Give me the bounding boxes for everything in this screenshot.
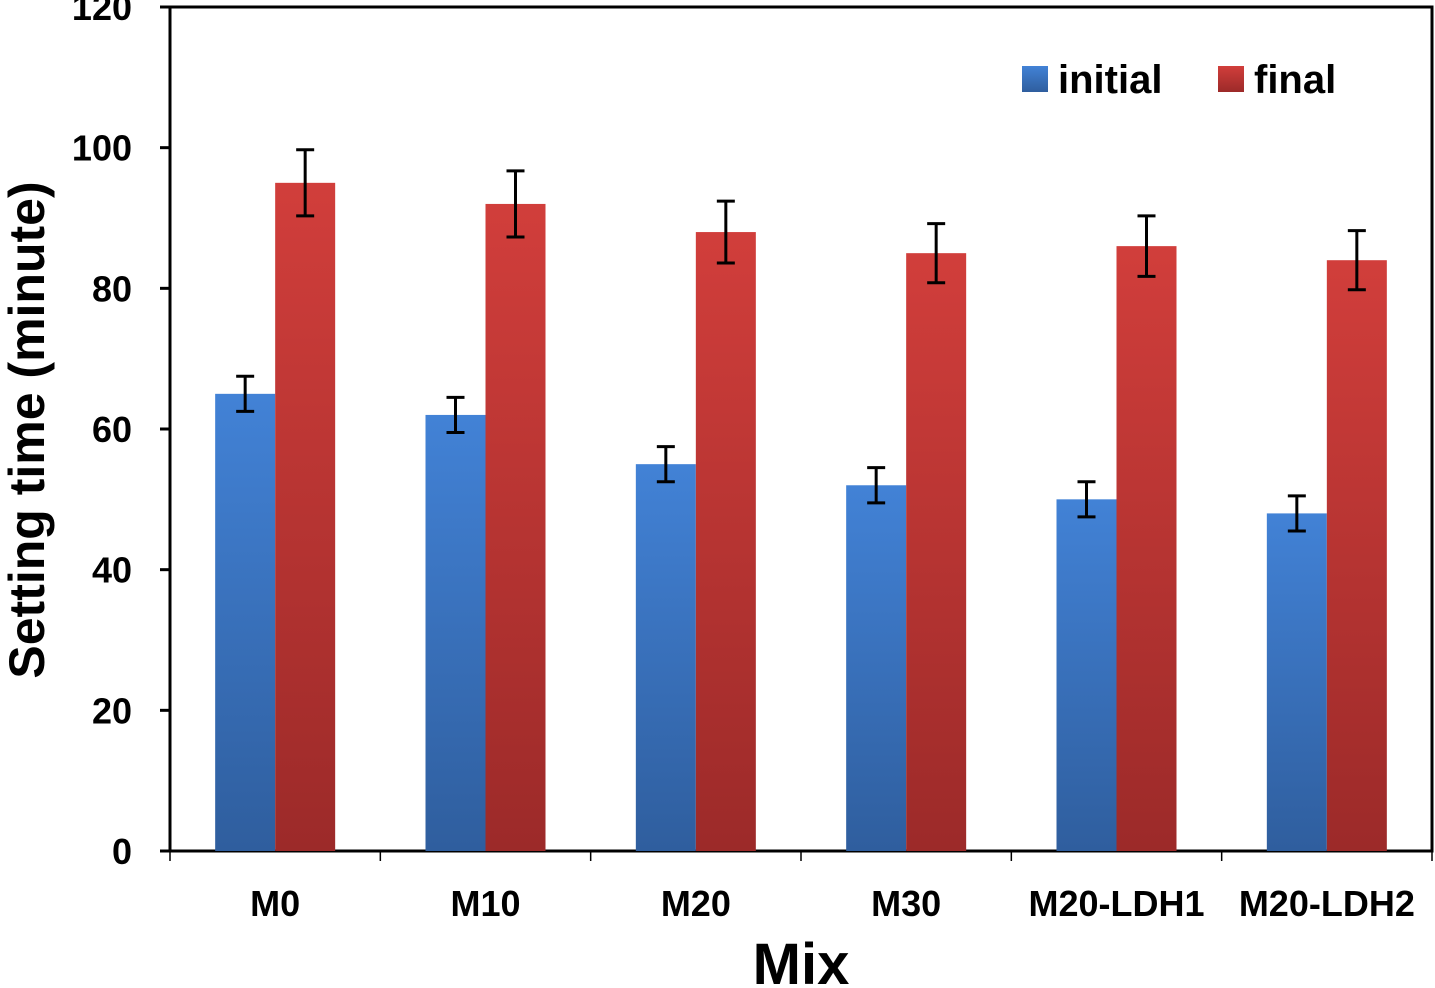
- bar-initial-m0: [215, 393, 276, 851]
- error-bar-final-m0: [296, 148, 315, 218]
- error-bar-final-m10: [506, 169, 525, 239]
- legend-item-initial: initial: [1022, 58, 1162, 102]
- legend-swatch-final: [1218, 66, 1244, 92]
- error-bars-layer: [236, 148, 1366, 533]
- bar-final-m0: [275, 182, 336, 852]
- error-bar-final-m20-ldh1: [1137, 214, 1156, 278]
- error-bar-initial-m20-ldh1: [1077, 480, 1096, 519]
- error-bar-initial-m20: [656, 445, 675, 484]
- bar-initial-m20: [635, 464, 696, 851]
- x-axis-title: Mix: [753, 932, 850, 988]
- y-tick-label-20: 20: [92, 690, 132, 731]
- error-bar-initial-m30: [867, 466, 886, 505]
- error-bar-initial-m20-ldh2: [1287, 494, 1306, 533]
- error-bar-initial-m10: [446, 395, 465, 435]
- bar-initial-m30: [846, 485, 907, 851]
- bars-layer: [215, 182, 1387, 852]
- bar-final-m20: [695, 232, 756, 852]
- x-tick-label-m20-ldh1: M20-LDH1: [1028, 883, 1204, 924]
- x-tick-label-m0: M0: [250, 883, 300, 924]
- y-axis-title: Setting time (minute): [0, 181, 55, 678]
- y-tick-label-40: 40: [92, 550, 132, 591]
- y-tick-label-80: 80: [92, 268, 132, 309]
- y-tick-label-100: 100: [72, 128, 132, 169]
- legend-label-final: final: [1254, 58, 1336, 102]
- legend-item-final: final: [1218, 58, 1336, 102]
- x-axis: M0 M10 M20 M30 M20-LDH1 M20-LDH2: [169, 851, 1433, 924]
- bar-initial-m20-ldh2: [1266, 513, 1327, 851]
- error-bar-final-m20: [716, 199, 735, 265]
- bar-final-m10: [485, 203, 546, 851]
- x-tick-label-m30: M30: [871, 883, 941, 924]
- bar-final-m20-ldh2: [1326, 260, 1387, 851]
- bar-initial-m10: [425, 414, 486, 851]
- error-bar-final-m20-ldh2: [1347, 229, 1366, 292]
- y-axis: 0 20 40 60 80 100 120: [72, 0, 170, 872]
- error-bar-initial-m0: [236, 374, 255, 413]
- plot-area: [168, 5, 1434, 853]
- bar-final-m20-ldh1: [1116, 246, 1177, 852]
- y-tick-label-0: 0: [112, 831, 132, 872]
- x-tick-label-m20: M20: [661, 883, 731, 924]
- x-tick-label-m10: M10: [450, 883, 520, 924]
- y-tick-label-60: 60: [92, 409, 132, 450]
- bar-initial-m20-ldh1: [1056, 499, 1117, 851]
- bar-final-m30: [906, 253, 967, 851]
- legend: initial final: [1022, 58, 1336, 102]
- x-tick-label-m20-ldh2: M20-LDH2: [1239, 883, 1415, 924]
- legend-label-initial: initial: [1058, 58, 1162, 102]
- legend-swatch-initial: [1022, 66, 1048, 92]
- y-tick-label-120: 120: [72, 0, 132, 28]
- error-bar-final-m30: [927, 222, 946, 285]
